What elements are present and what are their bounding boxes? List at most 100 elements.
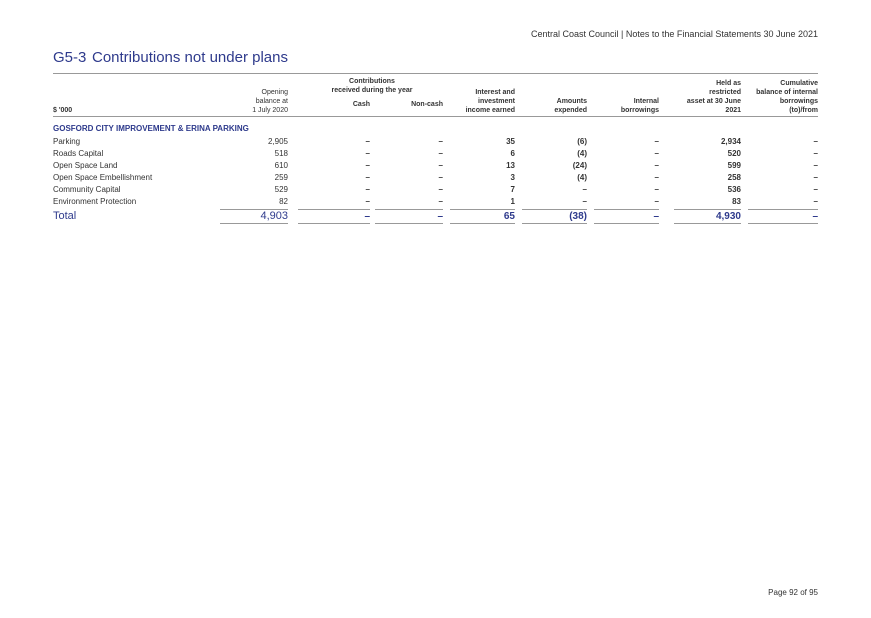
column-header: Held as xyxy=(716,80,741,87)
cell: (4) xyxy=(577,149,587,158)
cell: 1 xyxy=(510,197,515,206)
rule xyxy=(53,116,818,117)
total-cell: – xyxy=(653,211,659,222)
cell: – xyxy=(654,197,659,206)
column-header: asset at 30 June xyxy=(686,98,741,105)
column-header: Opening xyxy=(261,89,288,96)
cell: – xyxy=(813,137,818,146)
rule xyxy=(220,209,288,210)
rule xyxy=(522,209,587,210)
rule xyxy=(450,223,515,224)
cell: – xyxy=(365,197,370,206)
column-header: 1 July 2020 xyxy=(252,107,288,114)
cell: 2,905 xyxy=(267,137,288,146)
rule xyxy=(298,209,370,210)
cell: – xyxy=(654,149,659,158)
cell: – xyxy=(365,161,370,170)
group-header: received during the year xyxy=(331,87,413,94)
column-header: Cumulative xyxy=(780,80,818,87)
column-header: borrowings xyxy=(620,107,659,114)
row-label: Parking xyxy=(53,137,81,146)
cell: 536 xyxy=(727,185,741,194)
row-label: Open Space Embellishment xyxy=(53,173,153,182)
cell: 83 xyxy=(732,197,741,206)
cell: (4) xyxy=(577,173,587,182)
rule xyxy=(375,209,443,210)
cell: 529 xyxy=(274,185,288,194)
total-cell: 65 xyxy=(503,211,515,222)
cell: – xyxy=(813,173,818,182)
cell: – xyxy=(813,197,818,206)
rule xyxy=(674,223,741,224)
rule xyxy=(748,209,818,210)
total-cell: 4,930 xyxy=(715,211,741,222)
column-header: Non-cash xyxy=(411,101,443,108)
cell: – xyxy=(654,173,659,182)
column-header: Cash xyxy=(352,101,370,108)
column-header: investment xyxy=(478,98,515,105)
cell: – xyxy=(813,149,818,158)
unit-label: $ '000 xyxy=(53,107,73,114)
column-header: expended xyxy=(554,107,587,114)
running-title: Central Coast Council | Notes to the Fin… xyxy=(531,29,818,39)
cell: 599 xyxy=(727,161,741,170)
cell: – xyxy=(438,197,443,206)
rule xyxy=(674,209,741,210)
total-cell: 4,903 xyxy=(260,210,288,222)
cell: 520 xyxy=(727,149,741,158)
column-header: Internal xyxy=(633,98,659,105)
cell: – xyxy=(813,161,818,170)
cell: – xyxy=(365,149,370,158)
cell: – xyxy=(438,185,443,194)
cell: 258 xyxy=(727,173,741,182)
total-cell: – xyxy=(812,211,818,222)
cell: – xyxy=(438,173,443,182)
total-label: Total xyxy=(53,210,77,222)
cell: – xyxy=(365,173,370,182)
cell: – xyxy=(654,185,659,194)
row-label: Open Space Land xyxy=(53,161,118,170)
cell: – xyxy=(654,137,659,146)
title-number: G5-3 xyxy=(53,49,87,66)
rule xyxy=(53,73,818,74)
column-header: Amounts xyxy=(556,98,587,105)
row-label: Roads Capital xyxy=(53,149,104,158)
section-heading: GOSFORD CITY IMPROVEMENT & ERINA PARKING xyxy=(53,124,249,133)
cell: – xyxy=(365,185,370,194)
column-header: (to)/from xyxy=(789,107,818,114)
cell: 82 xyxy=(279,197,288,206)
rule xyxy=(298,223,370,224)
rule xyxy=(450,209,515,210)
total-cell: – xyxy=(437,211,443,222)
cell: 610 xyxy=(274,161,288,170)
cell: – xyxy=(582,197,587,206)
column-header: income earned xyxy=(465,107,515,114)
rule xyxy=(594,223,659,224)
column-header: restricted xyxy=(709,89,741,96)
column-header: borrowings xyxy=(779,98,818,105)
cell: – xyxy=(438,149,443,158)
cell: (24) xyxy=(572,161,587,170)
rule xyxy=(220,223,288,224)
cell: – xyxy=(438,137,443,146)
cell: 259 xyxy=(274,173,288,182)
title: Contributions not under plans xyxy=(92,49,288,66)
cell: 518 xyxy=(274,149,288,158)
cell: 2,934 xyxy=(720,137,741,146)
column-header: balance of internal xyxy=(756,89,818,96)
total-cell: – xyxy=(364,211,370,222)
row-label: Community Capital xyxy=(53,185,121,194)
cell: 7 xyxy=(510,185,515,194)
cell: 35 xyxy=(506,137,515,146)
cell: 6 xyxy=(510,149,515,158)
rule xyxy=(748,223,818,224)
cell: 3 xyxy=(510,173,515,182)
column-header: Interest and xyxy=(475,89,515,96)
cell: – xyxy=(813,185,818,194)
cell: (6) xyxy=(577,137,587,146)
cell: – xyxy=(654,161,659,170)
cell: 13 xyxy=(506,161,515,170)
cell: – xyxy=(438,161,443,170)
row-label: Environment Protection xyxy=(53,197,137,206)
group-header: Contributions xyxy=(349,78,395,85)
